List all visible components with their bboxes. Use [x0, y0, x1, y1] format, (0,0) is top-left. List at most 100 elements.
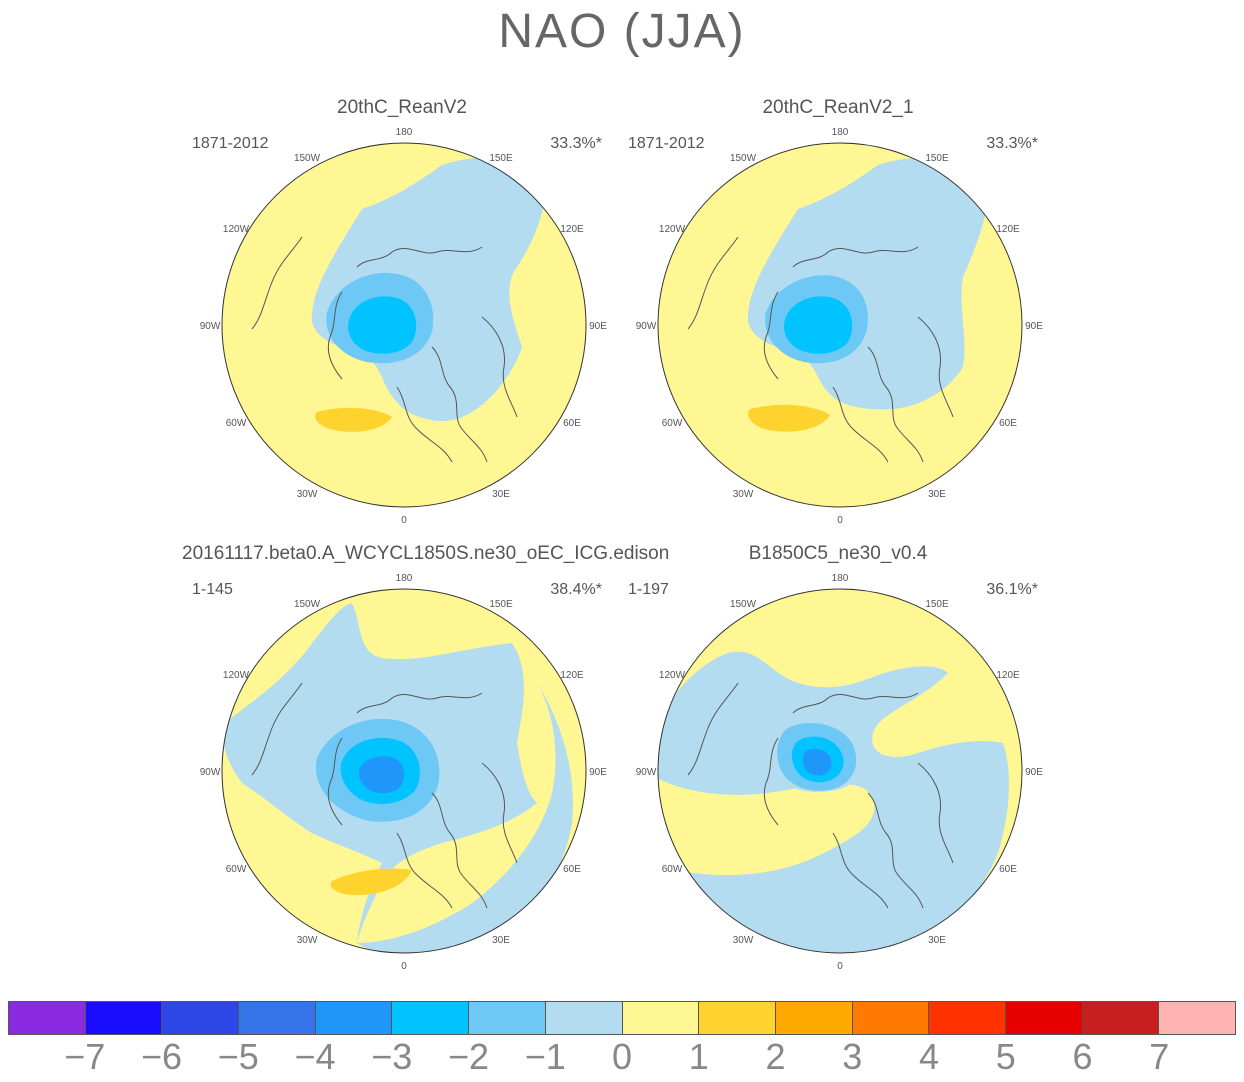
orange-region [330, 868, 412, 896]
longitude-label: 90E [1025, 321, 1043, 332]
coastline [763, 291, 779, 380]
coastline [917, 316, 954, 418]
longitude-label: 30E [928, 935, 946, 946]
longitude-label: 30E [492, 489, 510, 500]
coastline [763, 737, 779, 826]
coastline [396, 386, 453, 463]
cyan-region [784, 296, 853, 354]
colorbar-swatch [699, 1002, 776, 1034]
coastline [917, 762, 954, 864]
colorbar-label: 3 [842, 1036, 863, 1077]
coastline [356, 246, 483, 268]
longitude-label: 60E [999, 864, 1017, 875]
coastline [356, 692, 483, 714]
colorbar-label: −7 [64, 1036, 106, 1077]
longitude-label: 0 [837, 961, 843, 972]
longitude-label: 180 [832, 127, 849, 138]
map-panel-wcycl1850s: 20161117.beta0.A_WCYCL1850S.ne30_oEC_ICG… [182, 543, 669, 983]
longitude-label: 90W [636, 767, 657, 778]
longitude-label: 150E [925, 153, 949, 164]
colorbar-label: 7 [1149, 1036, 1170, 1077]
colorbar-swatch [239, 1002, 316, 1034]
coastline [251, 236, 303, 330]
panel-period: 1-197 [628, 581, 669, 598]
longitude-label: 150E [925, 599, 949, 610]
main-title: NAO (JJA) [498, 5, 746, 58]
longitude-label: 120E [560, 670, 584, 681]
colorbar-label: 4 [918, 1036, 940, 1077]
colorbar-label: −4 [294, 1036, 336, 1077]
blue-core [802, 749, 832, 776]
orange-region [315, 407, 392, 432]
longitude-label: 0 [837, 515, 843, 526]
longitude-label: 120E [996, 224, 1020, 235]
colorbar-label: 0 [611, 1036, 633, 1077]
longitude-label: 30W [733, 489, 754, 500]
colorbar-label: −3 [371, 1036, 413, 1077]
longitude-label: 90W [636, 321, 657, 332]
polar-map: 180 150E 120E 90E 60E 30E 0 30W 60W 90W 120W 150W [200, 127, 608, 526]
map-panel-20thc-reanv2-1: 20thC_ReanV2_1 1871-2012 33.3%* 180 150E 1… [618, 97, 1058, 537]
longitude-label: 30E [928, 489, 946, 500]
blue-region [658, 651, 1009, 953]
longitude-label: 60W [226, 418, 247, 429]
coastline [832, 832, 889, 909]
longitude-label: 150W [730, 599, 757, 610]
coastline [867, 792, 924, 909]
polar-map: 180 150E 120E 90E 60E 30E 0 30W 60W 90W 120W 150W [200, 573, 608, 972]
panel-period: 1-145 [192, 581, 233, 598]
panel-variance: 33.3%* [986, 135, 1038, 152]
longitude-label: 60W [662, 418, 683, 429]
colorbar-swatch [85, 1002, 163, 1034]
longitude-label: 0 [401, 515, 407, 526]
colorbar-swatch [162, 1002, 240, 1034]
polar-map: 180 150E 120E 90E 60E 30E 0 30W 60W 90W 120W 150W [636, 127, 1044, 526]
longitude-label: 120E [996, 670, 1020, 681]
colorbar-swatch [545, 1002, 623, 1034]
longitude-label: 180 [832, 573, 849, 584]
coastline [327, 291, 343, 380]
longitude-label: 90E [589, 321, 607, 332]
longitude-label: 150W [294, 153, 321, 164]
colorbar-swatch [1082, 1002, 1160, 1034]
coastline [792, 692, 919, 714]
longitude-label: 30W [297, 489, 318, 500]
colorbar-label: 2 [765, 1036, 786, 1077]
colorbar-label: −5 [217, 1036, 259, 1077]
coastline [431, 346, 488, 463]
coastline [396, 832, 453, 909]
longitude-label: 30W [733, 935, 754, 946]
colorbar-swatch [622, 1002, 700, 1034]
colorbar-label: 6 [1072, 1036, 1093, 1077]
map-panel-b1850c5: B1850C5_ne30_v0.4 1-197 36.1%* 180 150E 12… [618, 543, 1058, 983]
longitude-label: 90W [200, 321, 221, 332]
colorbar [8, 1001, 1236, 1035]
colorbar-swatch [1159, 1002, 1235, 1034]
coastline [481, 316, 518, 418]
polar-map: 180 150E 120E 90E 60E 30E 0 30W 60W 90W 120W 150W [636, 573, 1044, 972]
map-border [657, 588, 1023, 954]
longitude-label: 180 [396, 573, 413, 584]
longitude-label: 60E [563, 864, 581, 875]
colorbar-swatch [929, 1002, 1006, 1034]
longitude-label: 120E [560, 224, 584, 235]
panel-title: 20thC_ReanV2 [337, 97, 467, 118]
orange-region [748, 404, 830, 432]
longitude-label: 60E [563, 418, 581, 429]
colorbar-swatch [775, 1002, 853, 1034]
yellow-inner [658, 783, 875, 875]
longitude-label: 150W [294, 599, 321, 610]
longitude-label: 120W [659, 224, 686, 235]
panel-variance: 38.4%* [550, 581, 602, 598]
colorbar-swatch [469, 1002, 546, 1034]
coastline [327, 737, 343, 826]
longitude-label: 120W [223, 670, 250, 681]
map-panel-20thc-reanv2: 20thC_ReanV2 1871-2012 33.3%* 180 150E 120… [182, 97, 622, 537]
colorbar-label: −6 [140, 1036, 183, 1077]
coastline [832, 386, 889, 463]
longitude-label: 120W [659, 670, 686, 681]
coastline [867, 346, 924, 463]
panel-title: 20thC_ReanV2_1 [762, 97, 914, 118]
longitude-label: 0 [401, 961, 407, 972]
coastline [687, 236, 739, 330]
